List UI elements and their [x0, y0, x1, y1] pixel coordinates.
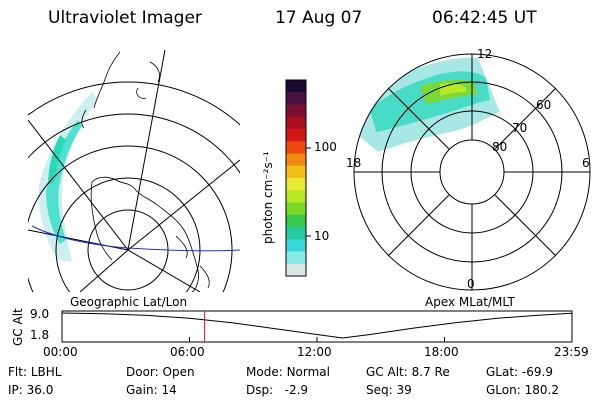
- observation-date: 17 Aug 07: [275, 8, 363, 28]
- geo-coastline: [81, 51, 121, 129]
- info-glat: GLat: -69.9: [486, 365, 553, 379]
- colorbar-segment: [286, 153, 306, 167]
- colorbar: [285, 79, 311, 277]
- geo-coastline: [175, 235, 210, 289]
- geo-coastline: [90, 176, 199, 292]
- geographic-map: [28, 50, 240, 292]
- apex-lat-70: 70: [512, 121, 528, 135]
- info-flt: Flt: LBHL: [8, 365, 62, 379]
- colorbar-tick-10: 10: [314, 229, 330, 243]
- timeline-xtick: 23:59: [554, 345, 589, 359]
- colorbar-segment: [286, 165, 306, 179]
- colorbar-segment: [286, 263, 306, 277]
- timeline-ytick-max: 9.0: [30, 307, 50, 321]
- apex-mlt-0: 0: [467, 277, 475, 291]
- timeline-xtick: 12:00: [297, 345, 332, 359]
- info-mode: Mode: Normal: [246, 365, 330, 379]
- geo-aurora-band: [38, 92, 98, 262]
- geo-panel-label: Geographic Lat/Lon: [70, 295, 188, 309]
- timeline-xtick: 06:00: [170, 345, 205, 359]
- colorbar-segment: [286, 202, 306, 216]
- apex-lat-80: 80: [492, 140, 508, 154]
- apex-mlt-18: 18: [346, 156, 362, 170]
- info-gain: Gain: 14: [126, 383, 177, 397]
- apex-panel-label: Apex MLat/MLT: [425, 295, 515, 309]
- observation-time: 06:42:45 UT: [432, 8, 537, 28]
- info-glon: GLon: 180.2: [486, 383, 559, 397]
- colorbar-tick-100: 100: [314, 140, 337, 154]
- colorbar-segment: [286, 129, 306, 142]
- info-seq: Seq: 39: [366, 383, 412, 397]
- geo-meridian: [127, 50, 166, 251]
- colorbar-frame: [285, 79, 307, 277]
- orbit-altitude-curve: [61, 312, 573, 339]
- geo-lat-circle: [28, 81, 240, 126]
- colorbar-segment: [286, 214, 306, 228]
- geo-meridian: [28, 119, 129, 251]
- geo-satellite-track: [31, 225, 240, 252]
- colorbar-segment: [286, 239, 306, 252]
- colorbar-segment: [286, 251, 306, 265]
- geo-meridian: [127, 249, 201, 292]
- timeline-plot: [61, 310, 573, 343]
- geo-aurora-band-core: [46, 120, 82, 244]
- colorbar-segment: [286, 104, 306, 118]
- colorbar-segment: [286, 116, 306, 130]
- colorbar-segment: [286, 227, 306, 240]
- apex-lat-60: 60: [536, 98, 552, 112]
- geo-meridian: [79, 249, 129, 292]
- apex-mlt-6: 6: [582, 156, 590, 170]
- geo-meridian: [127, 159, 240, 251]
- colorbar-segment: [286, 178, 306, 191]
- timeline-xtick: 18:00: [424, 345, 459, 359]
- geo-lat-circle: [28, 113, 240, 174]
- colorbar-segment: [286, 80, 306, 93]
- apex-mlt-12: 12: [477, 47, 493, 61]
- colorbar-segment: [286, 141, 306, 154]
- info-door: Door: Open: [126, 365, 195, 379]
- timeline-ylabel: GC Alt: [11, 308, 25, 346]
- apex-polar-plot: [353, 53, 591, 291]
- geo-lat-circle: [55, 177, 201, 292]
- info-dsp: Dsp: -2.9: [246, 383, 309, 397]
- info-ip: IP: 36.0: [8, 383, 54, 397]
- instrument-title: Ultraviolet Imager: [48, 8, 202, 28]
- info-gc-alt: GC Alt: 8.7 Re: [366, 365, 450, 379]
- colorbar-unit-label: photon cm⁻²s⁻¹: [261, 151, 275, 244]
- colorbar-segment: [286, 92, 306, 105]
- timeline-xtick: 00:00: [43, 345, 78, 359]
- timeline-ytick-min: 1.8: [30, 328, 50, 342]
- colorbar-segment: [286, 190, 306, 203]
- geo-coastline: [136, 61, 160, 99]
